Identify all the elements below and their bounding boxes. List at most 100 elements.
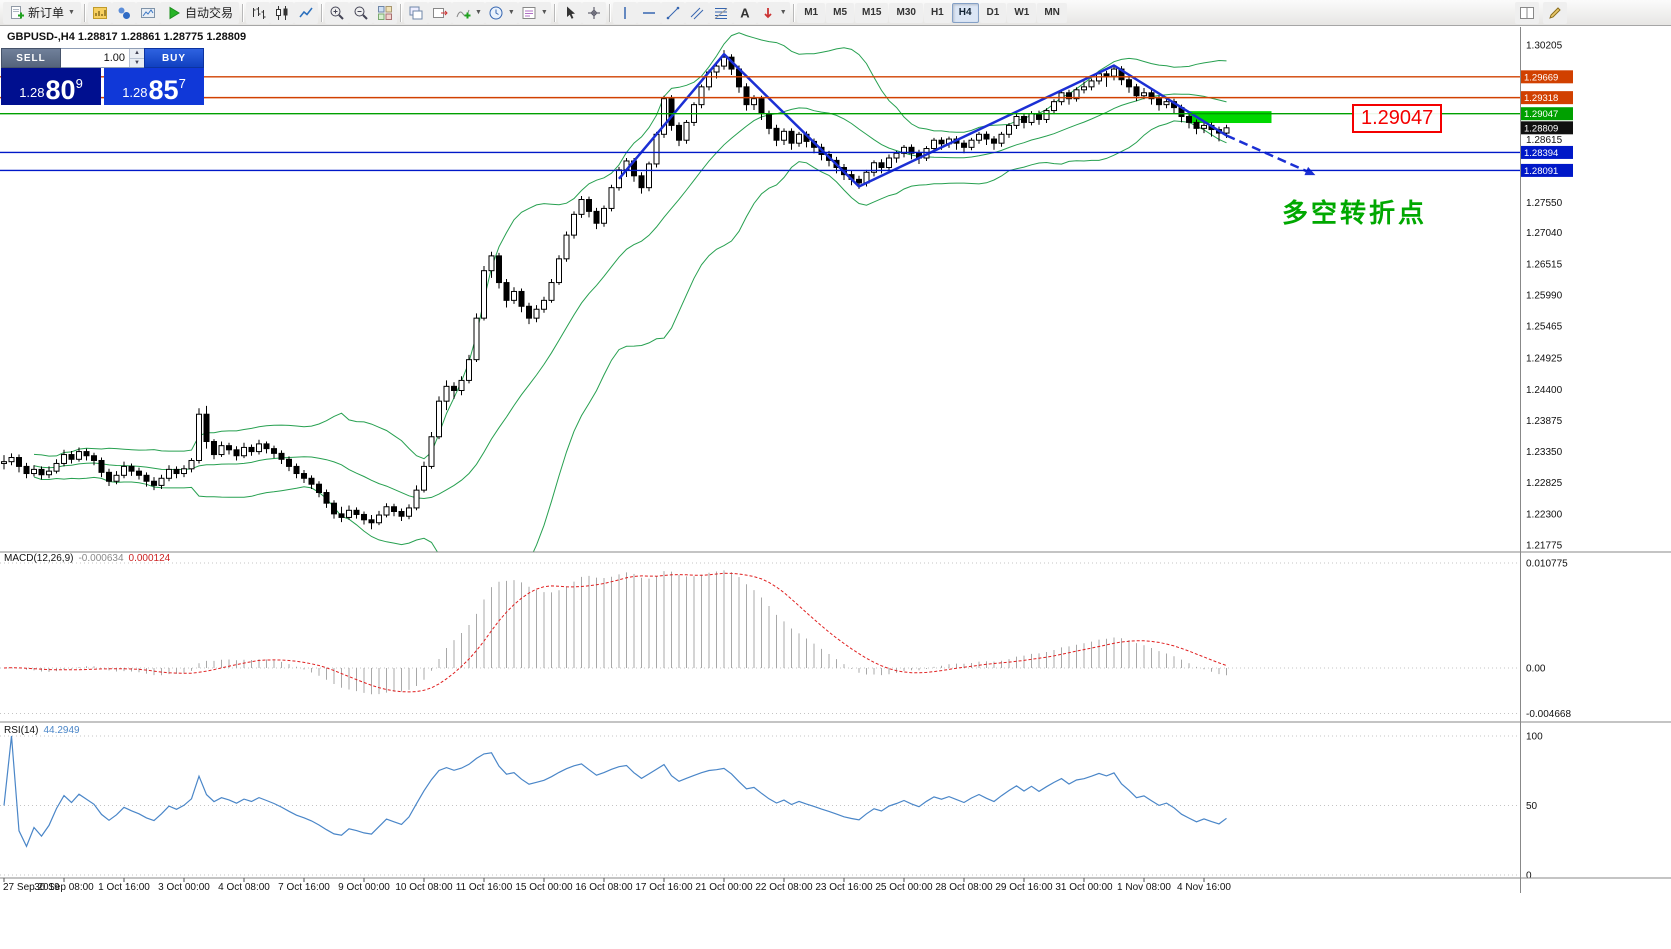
- svg-text:1.28091: 1.28091: [1524, 166, 1558, 177]
- svg-text:31 Oct 00:00: 31 Oct 00:00: [1055, 882, 1113, 893]
- svg-text:1.28394: 1.28394: [1524, 148, 1558, 159]
- sell-price-display[interactable]: 1.28 80 9: [1, 68, 101, 105]
- channel-icon: [690, 7, 704, 19]
- svg-text:1.23350: 1.23350: [1526, 447, 1563, 458]
- lot-decrease-button[interactable]: ▼: [130, 58, 144, 67]
- arrows-button[interactable]: ▼: [756, 1, 790, 24]
- windows-icon: [1520, 7, 1534, 19]
- toolbar-separator: [792, 3, 794, 22]
- svg-text:1.24925: 1.24925: [1526, 354, 1563, 365]
- chevron-down-icon: ▼: [540, 9, 548, 16]
- timeframe-button-m1[interactable]: M1: [797, 2, 826, 23]
- svg-text:1.27040: 1.27040: [1526, 228, 1563, 239]
- candles-layer: [1, 50, 1230, 530]
- chevron-down-icon: ▼: [779, 9, 787, 16]
- main-toolbar: 新订单 ▼ 自动交易 ▼ ▼ ▼ A ▼ M1 M5 M15 M30 H1 H4 D1 W1 MN: [0, 0, 1671, 26]
- candle-chart-button[interactable]: [269, 1, 294, 24]
- svg-text:10 Oct 08:00: 10 Oct 08:00: [395, 882, 453, 893]
- price-axis[interactable]: 1.30205 1.28615 1.27550 1.27040 1.26515 1.259…: [1520, 27, 1574, 893]
- cascade-icon: [409, 6, 423, 19]
- timeframe-button-h4[interactable]: H4: [951, 2, 979, 23]
- indicators-button[interactable]: ▼: [451, 1, 485, 24]
- zoom-out-icon: [354, 6, 368, 20]
- zoom-out-button[interactable]: [348, 1, 373, 24]
- timeframe-button-w1[interactable]: W1: [1007, 2, 1037, 23]
- bar-chart-button[interactable]: [245, 1, 270, 24]
- svg-text:1.22825: 1.22825: [1526, 478, 1563, 489]
- rsi-panel: 100 50 0: [0, 732, 1543, 882]
- svg-text:1.25465: 1.25465: [1526, 322, 1563, 333]
- timeframe-button-h1[interactable]: H1: [923, 2, 951, 23]
- svg-text:0.010775: 0.010775: [1526, 558, 1568, 569]
- toolbar-separator: [83, 3, 85, 22]
- cursor-button[interactable]: [557, 1, 582, 24]
- cascade-windows-button[interactable]: [403, 1, 428, 24]
- vline-icon: [624, 6, 626, 19]
- svg-text:30 Sep 08:00: 30 Sep 08:00: [34, 882, 94, 893]
- candles-icon: [275, 5, 288, 20]
- timeframe-button-d1[interactable]: D1: [979, 2, 1007, 23]
- svg-text:15 Oct 00:00: 15 Oct 00:00: [515, 882, 573, 893]
- price-level-callout: 1.29047: [1352, 104, 1443, 133]
- svg-text:1.30205: 1.30205: [1526, 41, 1563, 52]
- chevron-down-icon: ▼: [507, 9, 515, 16]
- projection-arrow[interactable]: [1225, 134, 1310, 174]
- vertical-line-button[interactable]: [612, 1, 637, 24]
- market-watch-button[interactable]: [87, 1, 112, 24]
- terminal-button[interactable]: [135, 1, 160, 24]
- periods-button[interactable]: ▼: [484, 1, 518, 24]
- sell-button[interactable]: SELL: [1, 48, 61, 68]
- crosshair-button[interactable]: [581, 1, 606, 24]
- turning-point-annotation: 多空转折点: [1282, 198, 1428, 228]
- fibonacci-button[interactable]: [708, 1, 733, 24]
- rsi-line: [3, 735, 1227, 848]
- timeframe-button-mn[interactable]: MN: [1037, 2, 1067, 23]
- bollinger-up-band: [33, 32, 1227, 460]
- highlight-zone: [1189, 111, 1272, 124]
- svg-text:3 Oct 00:00: 3 Oct 00:00: [158, 882, 210, 893]
- data-window-button[interactable]: [111, 1, 136, 24]
- terminal-icon: [140, 7, 155, 18]
- toolbar-separator: [241, 3, 243, 22]
- lot-size-field[interactable]: 1.00 ▲ ▼: [61, 48, 144, 68]
- chart-shift-button[interactable]: [427, 1, 452, 24]
- svg-text:9 Oct 00:00: 9 Oct 00:00: [338, 882, 390, 893]
- horizontal-line-button[interactable]: [636, 1, 661, 24]
- pencil-icon: [1549, 7, 1561, 19]
- lot-size-value[interactable]: 1.00: [103, 52, 125, 64]
- channel-button[interactable]: [684, 1, 709, 24]
- chart-canvas[interactable]: 1.30205 1.28615 1.27550 1.27040 1.26515 1.259…: [0, 27, 1671, 949]
- macd-indicator-label: MACD(12,26,9) -0.000634 0.000124: [4, 553, 171, 564]
- svg-text:25 Oct 00:00: 25 Oct 00:00: [875, 882, 933, 893]
- svg-text:1.25990: 1.25990: [1526, 291, 1563, 302]
- lot-increase-button[interactable]: ▲: [130, 49, 144, 59]
- hline-icon: [642, 11, 655, 14]
- window-list-button[interactable]: [1515, 2, 1539, 24]
- tile-windows-button[interactable]: [372, 1, 397, 24]
- auto-trading-button-label: 自动交易: [184, 6, 233, 20]
- trend-zigzag-line[interactable]: [618, 52, 1228, 188]
- zoom-in-button[interactable]: [324, 1, 349, 24]
- timeframe-button-m5[interactable]: M5: [826, 2, 855, 23]
- new-order-button[interactable]: 新订单 ▼: [3, 1, 81, 24]
- trendline-button[interactable]: [660, 1, 685, 24]
- svg-text:0: 0: [1526, 871, 1532, 882]
- zoom-in-icon: [330, 6, 344, 20]
- templates-button[interactable]: ▼: [517, 1, 551, 24]
- auto-trading-button[interactable]: 自动交易: [159, 1, 239, 24]
- line-chart-button[interactable]: [293, 1, 318, 24]
- chart-properties-button[interactable]: [1543, 2, 1567, 24]
- sell-price-pips: 80: [45, 74, 76, 105]
- svg-text:0.00: 0.00: [1526, 664, 1546, 675]
- cursor-icon: [566, 6, 575, 19]
- timeframe-button-m30[interactable]: M30: [889, 2, 923, 23]
- svg-text:50: 50: [1526, 801, 1538, 812]
- buy-price-display[interactable]: 1.28 85 7: [104, 68, 204, 105]
- timeframe-button-m15[interactable]: M15: [855, 2, 889, 23]
- new-order-icon: [11, 5, 24, 19]
- text-button[interactable]: A: [732, 1, 757, 24]
- chevron-down-icon: ▼: [68, 9, 75, 16]
- buy-button[interactable]: BUY: [144, 48, 204, 68]
